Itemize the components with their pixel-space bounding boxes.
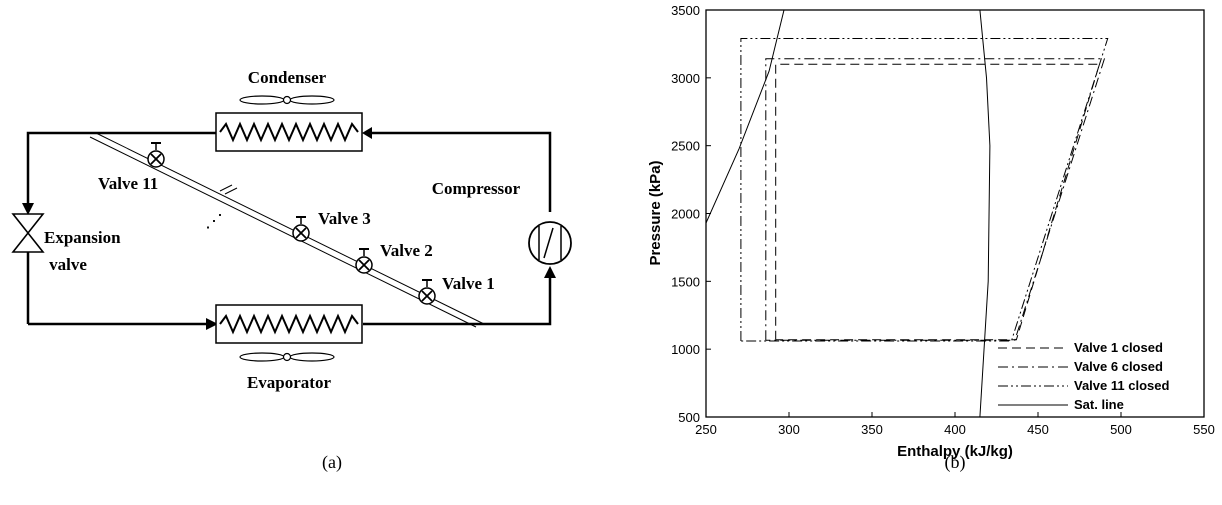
y-tick-label: 3500 <box>671 3 700 18</box>
legend-label-sat-line: Sat. line <box>1074 397 1124 412</box>
expansion-label-line1: Expansion <box>44 228 121 247</box>
cycle-diagram: Condenser Evaporator Compressor Expansio… <box>11 68 572 392</box>
x-tick-label: 550 <box>1193 422 1215 437</box>
valve-2-label: Valve 2 <box>380 241 433 260</box>
loop-pipe-top-left <box>26 131 216 205</box>
caption-a: (a) <box>322 452 342 473</box>
legend-label-valve-1-closed: Valve 1 closed <box>1074 340 1163 355</box>
legend: Valve 1 closed Valve 6 closed Valve 11 clo… <box>998 340 1169 412</box>
valve-3-icon <box>292 216 310 242</box>
valve-1-label: Valve 1 <box>442 274 495 293</box>
flow-arrow-evaporator-in <box>206 318 218 330</box>
legend-label-valve-6-closed: Valve 6 closed <box>1074 359 1163 374</box>
ph-chart: 250 300 350 400 450 500 550 500 1000 1500 2000 2500… <box>647 3 1215 460</box>
chart-ticks-group: 250 300 350 400 450 500 550 500 1000 1500 2000 2500… <box>671 3 1215 437</box>
chart-series-group <box>706 10 1109 417</box>
caption-b: (b) <box>945 452 966 473</box>
evaporator-box <box>215 304 363 344</box>
valve-1-icon <box>418 279 436 305</box>
valve-3-label: Valve 3 <box>318 209 371 228</box>
evaporator-coil <box>219 313 359 335</box>
compressor-icon <box>528 221 572 265</box>
x-tick-label: 250 <box>695 422 717 437</box>
y-tick-label: 1000 <box>671 342 700 357</box>
y-tick-label: 2500 <box>671 139 700 154</box>
x-tick-label: 400 <box>944 422 966 437</box>
series-line-sat-line-2 <box>979 10 991 417</box>
flow-arrow-left-down <box>22 203 34 215</box>
y-tick-label: 3000 <box>671 71 700 86</box>
legend-label-valve-11-closed: Valve 11 closed <box>1074 378 1169 393</box>
flow-arrow-compressor-in <box>544 266 556 278</box>
y-tick-label: 500 <box>678 410 700 425</box>
x-tick-label: 450 <box>1027 422 1049 437</box>
valve-2-icon <box>355 248 373 274</box>
condenser-label: Condenser <box>248 68 327 87</box>
y-tick-label: 1500 <box>671 274 700 289</box>
evaporator-label: Evaporator <box>247 373 332 392</box>
y-tick-label: 2000 <box>671 207 700 222</box>
compressor-label: Compressor <box>432 179 521 198</box>
series-line-valve-1-closed <box>775 63 1101 341</box>
ellipsis-glyph: ⋰ <box>205 211 223 231</box>
series-line-sat-line-1 <box>706 10 785 224</box>
x-tick-label: 350 <box>861 422 883 437</box>
series-line-valve-11-closed <box>740 38 1109 342</box>
condenser-fan-icon <box>239 95 335 105</box>
series-line-valve-6-closed <box>765 58 1106 341</box>
x-axis-label: Enthalpy (kJ/kg) <box>897 443 1013 460</box>
valve-11-label: Valve 11 <box>98 174 158 193</box>
condenser-coil <box>219 121 359 143</box>
valve-11-icon <box>147 142 165 168</box>
loop-pipe-right-top <box>370 131 552 212</box>
loop-pipe-bottom-right <box>363 275 552 326</box>
condenser-box <box>215 112 363 152</box>
plot-frame <box>705 9 1205 418</box>
flow-arrow-condenser-in <box>362 127 372 139</box>
expansion-label-line2: valve <box>49 255 87 274</box>
y-axis-label: Pressure (kPa) <box>647 160 664 265</box>
x-tick-label: 300 <box>778 422 800 437</box>
x-tick-label: 500 <box>1110 422 1132 437</box>
expansion-valve-icon <box>11 213 45 253</box>
evaporator-fan-icon <box>239 352 335 362</box>
